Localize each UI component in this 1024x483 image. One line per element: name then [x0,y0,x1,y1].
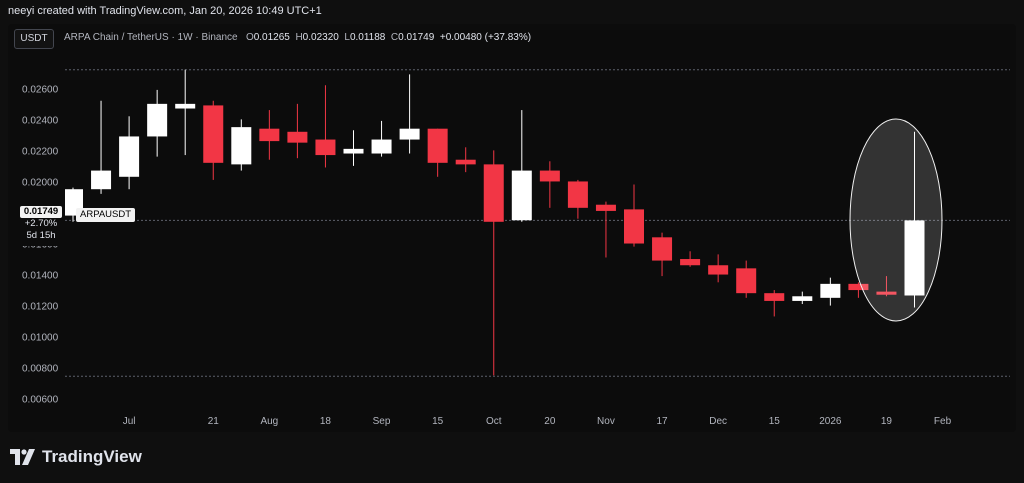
open-value: 0.01265 [253,32,290,43]
y-tick-label: 0.00800 [22,364,59,375]
y-tick-label: 0.01400 [22,271,59,282]
candle-body [764,293,785,301]
high-label: H [295,32,303,43]
candle-body [708,265,729,275]
x-tick-label: Sep [373,416,391,427]
x-tick-label: Oct [486,416,502,427]
candle-body [371,139,392,154]
candle-body [792,296,813,301]
candle-body [287,131,308,143]
x-tick-label: Feb [934,416,952,427]
candle-body [231,127,252,165]
y-tick-label: 0.02600 [22,84,59,95]
candle-body [820,283,841,298]
candle-body [147,103,168,137]
close-label: C [390,32,399,43]
candle-body [343,148,364,154]
change-value: +0.00480 (+37.83%) [439,32,532,43]
candle-body [876,291,897,295]
candle-body [203,105,224,163]
x-tick-label: Dec [709,416,727,427]
low-value: 0.01188 [349,32,386,43]
candle-body [175,103,196,109]
candle-body [595,204,616,211]
candle-body [624,209,644,244]
tradingview-logo-icon [10,449,35,465]
x-tick-label: Aug [260,416,278,427]
candle-body [399,128,420,140]
candle-body [736,268,757,294]
x-tick-label: Nov [597,416,615,427]
x-tick-label: 15 [432,416,444,427]
close-value: 0.01749 [398,32,435,43]
x-tick-label: 18 [320,416,332,427]
x-tick-label: 20 [544,416,556,427]
candle-body [315,139,336,156]
chart-panel[interactable] [8,24,1016,432]
legend-title: ARPA Chain / TetherUS · 1W · Binance [64,32,238,43]
y-tick-label: 0.01200 [22,302,59,313]
candle-body [680,259,701,266]
candle-body [259,128,280,142]
candle-body [511,170,532,221]
y-tick-label: 0.02400 [22,115,59,126]
y-tick-label: 0.02200 [22,146,59,157]
symbol-tag: ARPAUSDT [76,208,136,222]
candle-body [427,128,448,163]
quote-currency-badge[interactable]: USDT [14,29,54,49]
y-tick-label: 0.01000 [22,333,59,344]
low-label: L [344,32,350,43]
last-price-change: +2.70% [24,218,58,229]
highlight-ellipse [849,118,943,322]
candle-body [567,181,588,208]
candle-body [483,164,504,222]
x-tick-label: 19 [881,416,893,427]
candle-body [904,220,925,296]
brand-name: TradingView [42,447,142,466]
tradingview-logo: TradingView [10,447,142,467]
candle-body [539,170,560,182]
candle-body [848,283,869,291]
y-tick-label: 0.00600 [22,395,59,406]
attribution-text: neeyi created with TradingView.com, Jan … [8,5,322,17]
open-label: O [245,32,254,43]
candle-body [455,159,476,165]
y-tick-label: 0.02000 [22,177,59,188]
x-tick-label: 2026 [819,416,842,427]
candle-body [652,237,673,261]
x-tick-label: 17 [656,416,668,427]
candle-body [119,136,140,177]
bar-countdown: 5d 15h [26,230,56,241]
high-value: 0.02320 [302,32,339,43]
x-tick-label: Jul [123,416,136,427]
x-tick-label: 15 [769,416,781,427]
candle-body [91,170,112,190]
last-price-tag: 0.01749 +2.70% 5d 15h [20,206,62,246]
last-price: 0.01749 [20,206,62,218]
chart-legend: ARPA Chain / TetherUS · 1W · Binance O0.… [64,32,531,43]
x-tick-label: 21 [208,416,220,427]
